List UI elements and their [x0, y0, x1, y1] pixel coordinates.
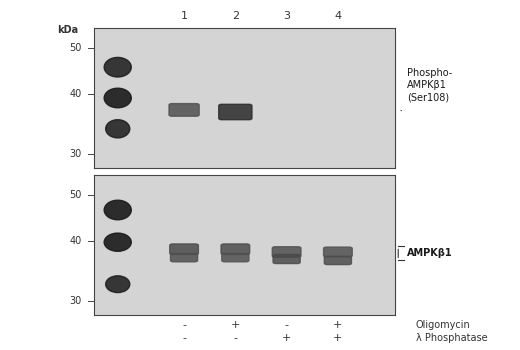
FancyBboxPatch shape: [324, 256, 352, 265]
Text: 30: 30: [69, 149, 82, 159]
Ellipse shape: [104, 200, 131, 220]
Ellipse shape: [104, 233, 131, 251]
Ellipse shape: [104, 88, 131, 108]
Text: 50: 50: [69, 190, 82, 200]
Text: -: -: [182, 320, 186, 330]
Text: 4: 4: [334, 11, 342, 21]
Text: 2: 2: [232, 11, 239, 21]
Text: Oligomycin: Oligomycin: [416, 320, 471, 330]
FancyBboxPatch shape: [323, 247, 352, 257]
Text: λ Phosphatase: λ Phosphatase: [416, 333, 488, 343]
Text: -: -: [284, 320, 289, 330]
Text: +: +: [333, 320, 343, 330]
Ellipse shape: [106, 120, 130, 138]
FancyBboxPatch shape: [221, 244, 250, 254]
Text: +: +: [333, 333, 343, 343]
FancyBboxPatch shape: [169, 104, 199, 116]
Text: 3: 3: [283, 11, 290, 21]
Text: 50: 50: [69, 43, 82, 53]
Text: AMPKβ1: AMPKβ1: [407, 248, 453, 258]
Text: 40: 40: [69, 89, 82, 99]
Text: -: -: [182, 333, 186, 343]
FancyBboxPatch shape: [273, 254, 300, 264]
FancyBboxPatch shape: [219, 104, 252, 120]
Text: -: -: [233, 333, 237, 343]
Text: +: +: [231, 320, 240, 330]
FancyBboxPatch shape: [222, 253, 249, 262]
Text: kDa: kDa: [57, 25, 78, 35]
FancyBboxPatch shape: [272, 247, 301, 257]
Text: +: +: [282, 333, 291, 343]
FancyBboxPatch shape: [171, 253, 198, 262]
Ellipse shape: [106, 276, 130, 293]
Text: 30: 30: [69, 296, 82, 306]
FancyBboxPatch shape: [170, 244, 199, 254]
Text: 40: 40: [69, 236, 82, 246]
Text: 1: 1: [180, 11, 188, 21]
Ellipse shape: [104, 57, 131, 77]
Text: Phospho-
AMPKβ1
(Ser108): Phospho- AMPKβ1 (Ser108): [407, 68, 452, 103]
